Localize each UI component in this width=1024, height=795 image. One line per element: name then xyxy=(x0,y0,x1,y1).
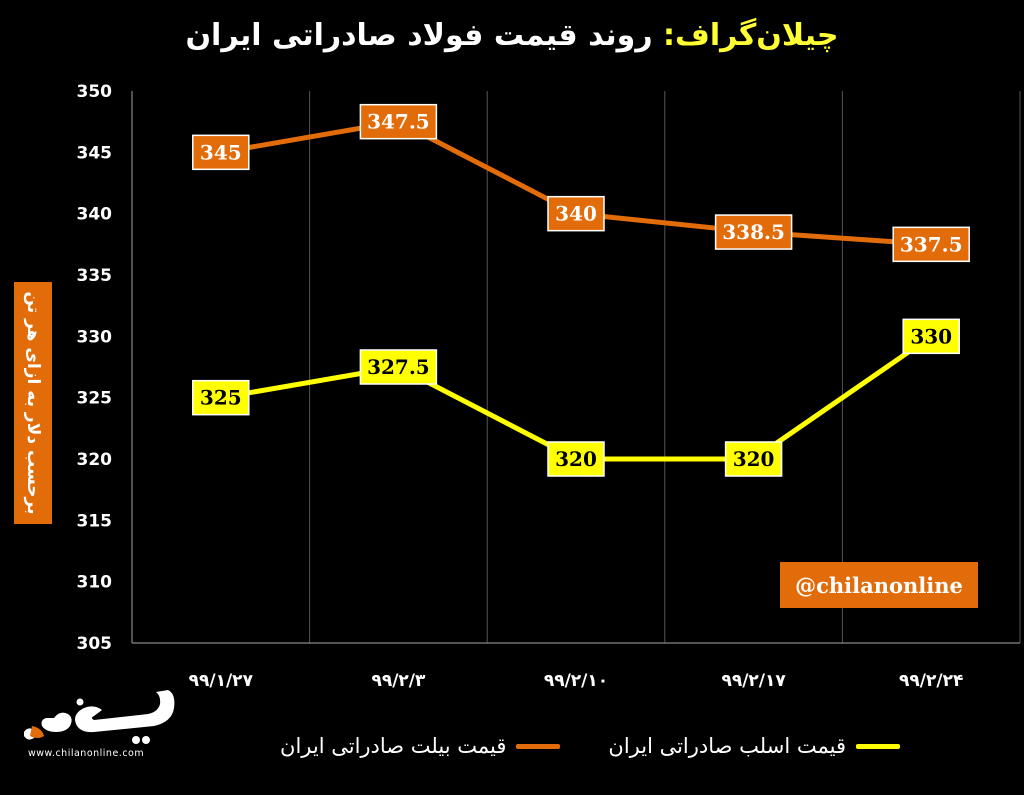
data-label: 337.5 xyxy=(900,232,963,256)
legend-swatch-slab xyxy=(855,743,900,749)
data-label-box xyxy=(902,318,960,355)
y-tick-label: 335 xyxy=(77,266,113,286)
legend-item-slab: قیمت اسلب صادراتی ایران xyxy=(608,734,900,758)
legend-label-billet: قیمت بیلت صادراتی ایران xyxy=(280,734,507,758)
logo-website: www.chilanonline.com xyxy=(28,748,145,759)
x-tick-label: ۹۹/۲/۲۴ xyxy=(899,671,963,691)
data-label: 345 xyxy=(200,140,242,164)
data-label: 320 xyxy=(555,447,597,471)
data-label-box xyxy=(892,226,970,263)
legend-item-billet: قیمت بیلت صادراتی ایران xyxy=(280,734,561,758)
x-tick-label: ۹۹/۲/۳ xyxy=(371,671,426,691)
chart-title-main: روند قیمت فولاد صادراتی ایران xyxy=(185,18,653,53)
data-label: 327.5 xyxy=(367,355,430,379)
data-label-box xyxy=(724,441,783,477)
data-label-box xyxy=(192,134,250,171)
x-tick-label: ۹۹/۲/۱۰ xyxy=(544,671,608,691)
y-tick-label: 325 xyxy=(77,389,113,409)
data-label-box xyxy=(547,441,605,477)
data-label: 340 xyxy=(555,202,597,226)
y-tick-label: 305 xyxy=(77,634,113,654)
y-tick-label: 320 xyxy=(77,450,113,470)
data-label-box xyxy=(547,195,605,232)
watermark-badge: @chilanonline xyxy=(780,562,978,608)
chart-legend: قیمت اسلب صادراتی ایران قیمت بیلت صادرات… xyxy=(240,730,940,762)
y-tick-label: 350 xyxy=(77,82,113,102)
chart-title-brand: چیلان‌گراف: xyxy=(663,18,839,53)
y-tick-label: 340 xyxy=(77,205,113,225)
data-label-box xyxy=(359,349,438,385)
legend-label-slab: قیمت اسلب صادراتی ایران xyxy=(608,734,846,758)
x-tick-label: ۹۹/۱/۲۷ xyxy=(189,671,254,691)
data-label: 330 xyxy=(910,324,952,348)
chart-title: چیلان‌گراف: روند قیمت فولاد صادراتی ایرا… xyxy=(0,18,1024,53)
data-label: 325 xyxy=(200,386,242,410)
data-label: 338.5 xyxy=(722,220,785,244)
data-label-box xyxy=(714,214,793,250)
data-label: 320 xyxy=(733,447,775,471)
legend-swatch-billet xyxy=(516,743,561,749)
data-label-box xyxy=(359,103,438,140)
data-label-box xyxy=(192,379,250,416)
chilan-logo xyxy=(24,690,175,744)
x-tick-label: ۹۹/۲/۱۷ xyxy=(721,671,786,691)
y-tick-label: 345 xyxy=(77,143,113,163)
y-tick-label: 330 xyxy=(77,327,113,347)
data-label: 347.5 xyxy=(367,110,430,134)
y-axis-label-box xyxy=(14,282,52,524)
series-line-1 xyxy=(220,334,933,462)
y-tick-label: 310 xyxy=(77,573,113,593)
y-tick-label: 315 xyxy=(77,511,113,531)
